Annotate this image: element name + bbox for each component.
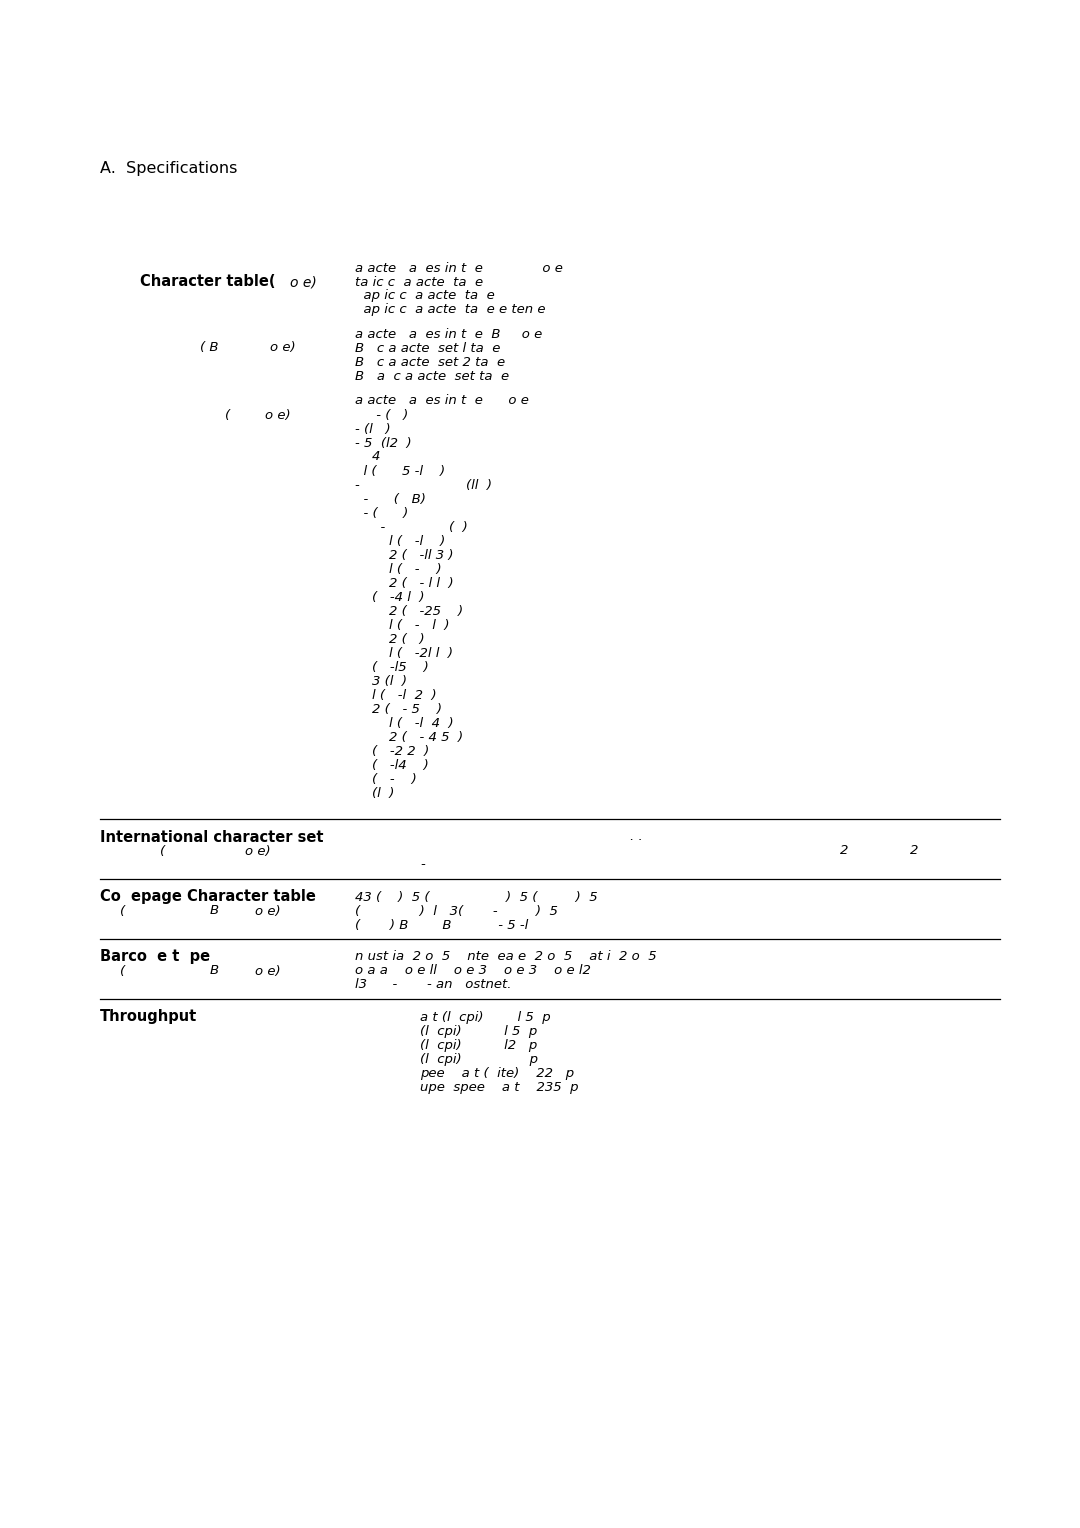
Text: - (l   ): - (l ) xyxy=(355,423,391,435)
Text: l (   -2l l  ): l ( -2l l ) xyxy=(355,646,453,660)
Text: - (      ): - ( ) xyxy=(355,506,408,520)
Text: l (   -    ): l ( - ) xyxy=(355,562,442,576)
Text: (: ( xyxy=(120,905,125,917)
Text: a acte   a  es in t  e              o e: a acte a es in t e o e xyxy=(355,261,563,275)
Text: o e): o e) xyxy=(291,275,316,289)
Text: a acte   a  es in t  e      o e: a acte a es in t e o e xyxy=(355,394,529,408)
Text: - (   ): - ( ) xyxy=(355,408,408,422)
Text: International character set: International character set xyxy=(100,830,324,845)
Text: l (   -   l  ): l ( - l ) xyxy=(355,619,449,631)
Text: 43 (    )  5 (                  )  5 (         )  5: 43 ( ) 5 ( ) 5 ( ) 5 xyxy=(355,891,597,903)
Text: n ust ia  2 o  5    nte  ea e  2 o  5    at i  2 o  5: n ust ia 2 o 5 nte ea e 2 o 5 at i 2 o 5 xyxy=(355,950,657,964)
Text: o e): o e) xyxy=(265,408,291,422)
Text: -      (   B): - ( B) xyxy=(355,492,426,506)
Text: ap ic c  a acte  ta  e e ten e: ap ic c a acte ta e e ten e xyxy=(355,304,545,316)
Text: l (   -l  2  ): l ( -l 2 ) xyxy=(355,689,436,701)
Text: (l  cpi)                p: (l cpi) p xyxy=(420,1053,538,1065)
Text: (: ( xyxy=(160,845,165,857)
Text: 2 (   ): 2 ( ) xyxy=(355,633,424,645)
Text: 2 (   - l l  ): 2 ( - l l ) xyxy=(355,576,454,590)
Text: (   -    ): ( - ) xyxy=(355,773,417,785)
Text: 2: 2 xyxy=(910,845,918,857)
Text: o e): o e) xyxy=(255,964,281,978)
Text: (   -l4    ): ( -l4 ) xyxy=(355,758,429,772)
Text: 3 (l  ): 3 (l ) xyxy=(355,674,407,688)
Text: ap ic c  a acte  ta  e: ap ic c a acte ta e xyxy=(355,289,495,303)
Text: l (      5 -l    ): l ( 5 -l ) xyxy=(355,465,445,477)
Text: a t (l  cpi)        l 5  p: a t (l cpi) l 5 p xyxy=(420,1010,551,1024)
Text: Co  epage Character table: Co epage Character table xyxy=(100,889,315,905)
Text: o e): o e) xyxy=(270,341,296,354)
Text: upe  spee    a t    235  p: upe spee a t 235 p xyxy=(420,1080,579,1094)
Text: B   a  c a acte  set ta  e: B a c a acte set ta e xyxy=(355,370,509,382)
Text: B: B xyxy=(210,964,219,978)
Text: l3      -       - an   ostnet.: l3 - - an ostnet. xyxy=(355,978,512,992)
Text: ( B: ( B xyxy=(200,341,218,354)
Text: (l  cpi)          l 5  p: (l cpi) l 5 p xyxy=(420,1024,537,1038)
Text: (              )  l   3(       -         )  5: ( ) l 3( - ) 5 xyxy=(355,905,558,917)
Text: Barco  e t  pe: Barco e t pe xyxy=(100,949,211,964)
Text: ta ic c  a acte  ta  e: ta ic c a acte ta e xyxy=(355,275,483,289)
Text: Character table(: Character table( xyxy=(140,275,275,289)
Text: (: ( xyxy=(225,408,230,422)
Text: (l  cpi)          l2   p: (l cpi) l2 p xyxy=(420,1039,537,1051)
Text: (   -l5    ): ( -l5 ) xyxy=(355,660,429,674)
Text: -                         (ll  ): - (ll ) xyxy=(355,478,492,492)
Text: 2 (   - 5    ): 2 ( - 5 ) xyxy=(355,703,442,715)
Text: (l  ): (l ) xyxy=(355,787,394,799)
Text: B: B xyxy=(210,905,219,917)
Text: -: - xyxy=(420,859,424,871)
Text: (: ( xyxy=(120,964,125,978)
Text: - 5  (l2  ): - 5 (l2 ) xyxy=(355,437,411,449)
Text: (       ) B        B           - 5 -l: ( ) B B - 5 -l xyxy=(355,918,528,932)
Text: B   c a acte  set l ta  e: B c a acte set l ta e xyxy=(355,341,500,354)
Text: (   -2 2  ): ( -2 2 ) xyxy=(355,744,429,758)
Text: 2 (   - 4 5  ): 2 ( - 4 5 ) xyxy=(355,730,463,744)
Text: l (   -l    ): l ( -l ) xyxy=(355,535,445,547)
Text: o a a    o e ll    o e 3    o e 3    o e l2: o a a o e ll o e 3 o e 3 o e l2 xyxy=(355,964,591,978)
Text: . .: . . xyxy=(630,831,643,843)
Text: Throughput: Throughput xyxy=(100,1010,198,1024)
Text: 2 (   -ll 3 ): 2 ( -ll 3 ) xyxy=(355,549,454,561)
Text: pee    a t (  ite)    22   p: pee a t ( ite) 22 p xyxy=(420,1067,575,1079)
Text: B   c a acte  set 2 ta  e: B c a acte set 2 ta e xyxy=(355,356,505,368)
Text: (   -4 l  ): ( -4 l ) xyxy=(355,590,424,604)
Text: a acte   a  es in t  e  B     o e: a acte a es in t e B o e xyxy=(355,327,542,341)
Text: o e): o e) xyxy=(255,905,281,917)
Text: l (   -l  4  ): l ( -l 4 ) xyxy=(355,717,454,729)
Text: 2 (   -25    ): 2 ( -25 ) xyxy=(355,605,463,617)
Text: 4: 4 xyxy=(355,451,380,463)
Text: -               (  ): - ( ) xyxy=(355,521,468,533)
Text: o e): o e) xyxy=(245,845,271,857)
Text: 2: 2 xyxy=(840,845,849,857)
Text: A.  Specifications: A. Specifications xyxy=(100,160,238,176)
